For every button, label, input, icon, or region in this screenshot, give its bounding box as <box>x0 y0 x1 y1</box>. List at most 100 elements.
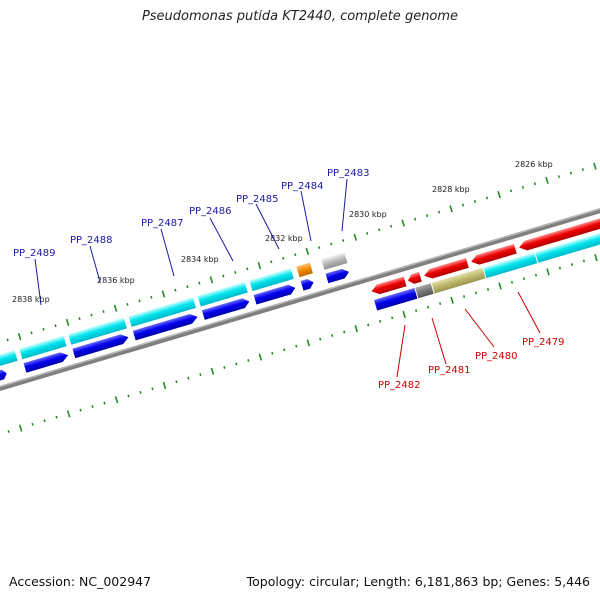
major-tick <box>354 325 359 333</box>
gene-block[interactable] <box>128 297 196 327</box>
major-tick <box>593 162 597 170</box>
major-tick <box>209 276 214 284</box>
minor-tick <box>138 299 141 303</box>
minor-tick <box>331 334 334 337</box>
gene-arrow[interactable] <box>470 243 517 267</box>
minor-tick <box>486 287 490 291</box>
kbp-label: 2826 kbp <box>515 160 553 169</box>
gene-block[interactable] <box>483 252 538 279</box>
gene-arrow[interactable] <box>0 369 8 384</box>
minor-tick <box>391 316 394 320</box>
minor-tick <box>235 362 238 366</box>
gene-arrow[interactable] <box>518 210 600 252</box>
minor-tick <box>187 376 190 380</box>
gene-arrow[interactable] <box>406 272 422 285</box>
minor-tick <box>283 348 286 352</box>
major-tick <box>65 318 70 327</box>
gene-block[interactable] <box>296 262 313 278</box>
gene-block[interactable] <box>321 252 348 270</box>
minor-tick <box>318 246 321 250</box>
major-tick <box>114 396 119 404</box>
gene-arrow[interactable] <box>132 312 199 341</box>
gene-label[interactable]: PP_2487 <box>141 218 184 229</box>
minor-tick <box>378 228 381 232</box>
gene-label[interactable]: PP_2489 <box>13 248 56 259</box>
major-tick <box>305 247 310 256</box>
major-tick <box>545 176 549 185</box>
gene-leaders-upper <box>34 178 348 306</box>
minor-tick <box>186 285 189 289</box>
minor-tick <box>247 358 250 362</box>
gene-arrow[interactable] <box>423 258 469 280</box>
minor-tick <box>30 331 33 335</box>
minor-tick <box>91 405 94 408</box>
gene-label[interactable]: PP_2479 <box>522 337 565 348</box>
gene-label[interactable]: PP_2484 <box>281 181 324 192</box>
minor-tick <box>534 273 538 277</box>
gene-block[interactable] <box>68 317 127 345</box>
gene-block[interactable] <box>431 267 486 294</box>
gene-arrow[interactable] <box>370 276 407 297</box>
major-tick <box>402 310 406 319</box>
minor-tick <box>54 324 57 328</box>
gene-block[interactable] <box>0 350 18 370</box>
minor-tick <box>151 387 154 391</box>
minor-tick <box>557 175 561 179</box>
major-tick <box>498 282 502 290</box>
minor-tick <box>42 327 45 331</box>
minor-tick <box>521 185 525 189</box>
gene-block[interactable] <box>535 223 600 263</box>
minor-tick <box>150 295 153 299</box>
gene-block[interactable] <box>197 281 248 307</box>
gene-block[interactable] <box>249 268 294 292</box>
minor-tick <box>437 210 441 214</box>
major-tick <box>497 191 501 199</box>
minor-tick <box>426 305 430 309</box>
kbp-label: 2828 kbp <box>432 185 470 194</box>
gene-arrow[interactable] <box>253 283 297 305</box>
map-title: Pseudomonas putida KT2440, complete geno… <box>141 9 459 24</box>
gene-arrow[interactable] <box>201 297 251 320</box>
gene-label[interactable]: PP_2482 <box>378 380 421 391</box>
gene-label[interactable]: PP_2485 <box>236 194 279 205</box>
gene-block[interactable] <box>374 288 418 311</box>
minor-tick <box>319 337 322 341</box>
minor-tick <box>175 380 178 384</box>
minor-tick <box>390 224 393 228</box>
gene-arrow[interactable] <box>72 332 129 359</box>
gene-label[interactable]: PP_2486 <box>189 206 232 217</box>
gene-arrow[interactable] <box>300 278 315 291</box>
major-tick <box>450 296 454 304</box>
minor-tick <box>282 256 285 260</box>
gene-block[interactable] <box>19 335 67 360</box>
minor-tick <box>367 323 370 327</box>
minor-tick <box>510 280 514 284</box>
gene-label[interactable]: PP_2488 <box>70 235 113 246</box>
minor-tick <box>343 330 346 334</box>
minor-tick <box>103 401 106 405</box>
minor-tick <box>366 232 369 235</box>
gene-label[interactable]: PP_2480 <box>475 351 518 362</box>
gene-labels-lower: PP_2482 PP_2481 PP_2480 PP_2479 <box>378 337 565 391</box>
minor-tick <box>31 422 34 426</box>
major-tick <box>594 254 598 262</box>
major-tick <box>258 353 263 361</box>
minor-tick <box>126 303 129 306</box>
minor-tick <box>223 366 226 369</box>
minor-tick <box>7 429 10 433</box>
major-tick <box>449 205 453 213</box>
major-tick <box>161 290 166 298</box>
gene-arrow[interactable] <box>325 267 351 284</box>
minor-tick <box>570 263 574 266</box>
minor-tick <box>473 200 477 203</box>
gene-label[interactable]: PP_2481 <box>428 365 471 376</box>
gene-label[interactable]: PP_2483 <box>327 168 370 179</box>
minor-tick <box>246 267 249 271</box>
minor-tick <box>222 274 225 278</box>
gene-block[interactable] <box>415 283 434 299</box>
minor-tick <box>294 253 297 257</box>
major-tick <box>66 410 71 418</box>
gene-arrow[interactable] <box>23 350 70 373</box>
major-tick <box>546 268 550 276</box>
